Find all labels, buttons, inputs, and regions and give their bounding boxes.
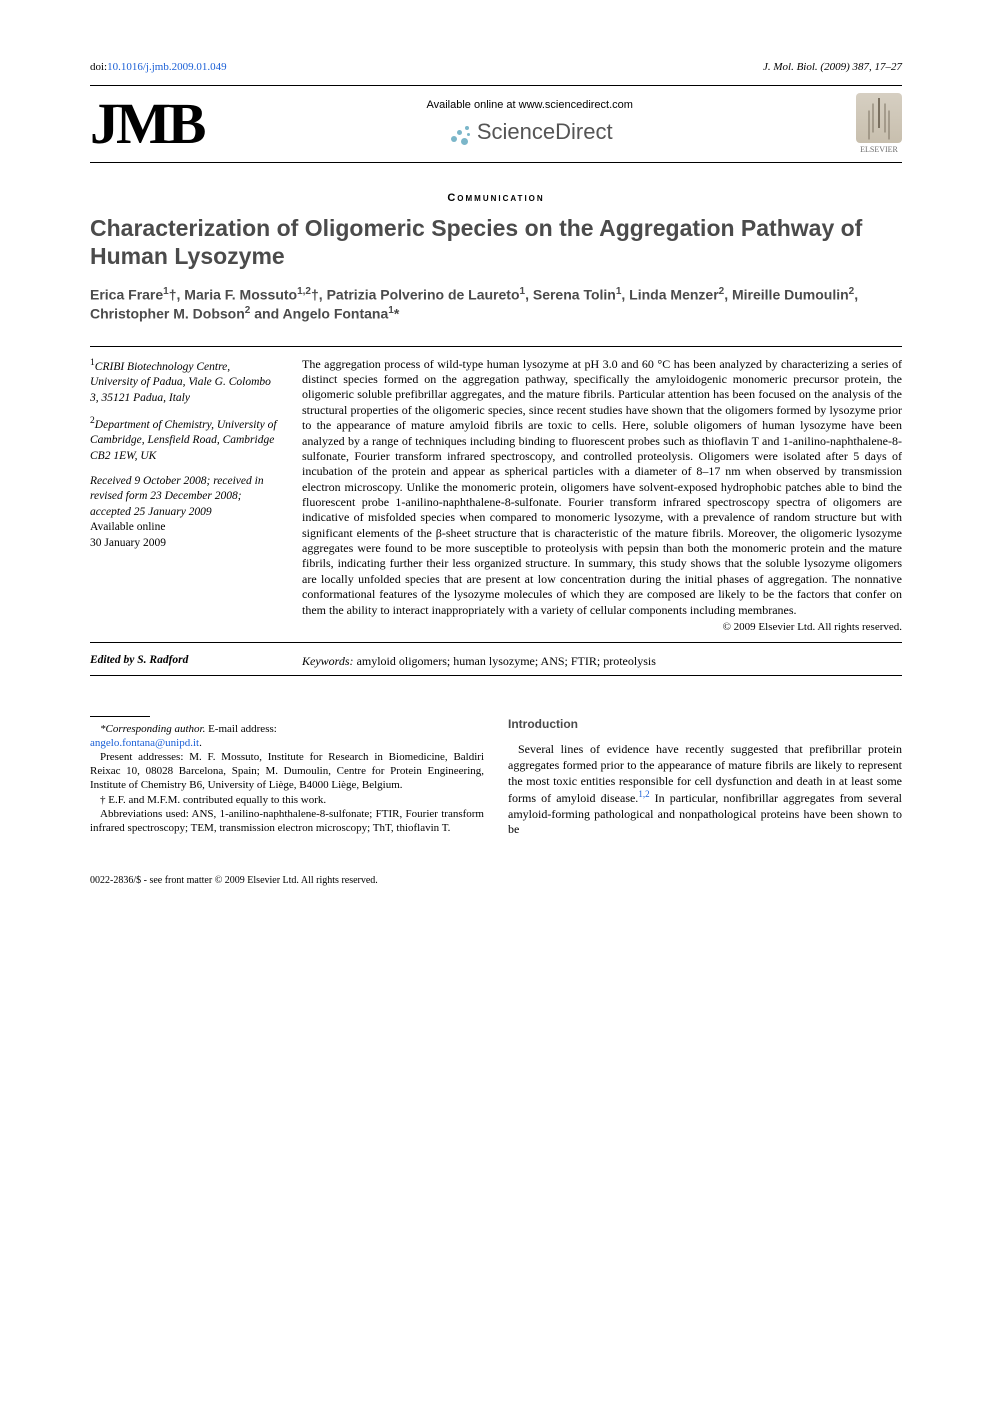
affiliation-2: 2Department of Chemistry, University of … [90, 415, 280, 464]
doi-link[interactable]: 10.1016/j.jmb.2009.01.049 [107, 61, 226, 73]
meta-column: 1CRIBI Biotechnology Centre, University … [90, 357, 280, 634]
author-list: Erica Frare1†, Maria F. Mossuto1,2†, Pat… [90, 285, 902, 324]
masthead-center: Available online at www.sciencedirect.co… [426, 98, 632, 151]
jmb-logo: JMB [90, 95, 203, 153]
corr-email-link[interactable]: angelo.fontana@unipd.it [90, 737, 199, 749]
introduction-heading: Introduction [508, 716, 902, 732]
available-online-label: Available online [90, 521, 165, 533]
keywords-row: Edited by S. Radford Keywords: amyloid o… [90, 647, 902, 676]
corresponding-author-footnote: *Corresponding author. E-mail address: a… [90, 722, 484, 750]
keywords-text: amyloid oligomers; human lysozyme; ANS; … [357, 654, 656, 668]
edited-by: Edited by S. Radford [90, 653, 280, 669]
keywords-block: Keywords: amyloid oligomers; human lysoz… [302, 653, 902, 669]
available-online-text: Available online at www.sciencedirect.co… [426, 98, 632, 113]
corr-text: E-mail address: [205, 723, 276, 735]
section-label: Communication [90, 191, 902, 206]
elsevier-logo-block: ELSEVIER [856, 93, 902, 156]
right-column: Introduction Several lines of evidence h… [508, 716, 902, 838]
abstract-column: The aggregation process of wild-type hum… [302, 357, 902, 634]
corr-label: *Corresponding author. [100, 723, 205, 735]
masthead-top-rule [90, 85, 902, 86]
present-addresses-footnote: Present addresses: M. F. Mossuto, Instit… [90, 750, 484, 792]
abstract-text: The aggregation process of wild-type hum… [302, 357, 902, 618]
left-column: *Corresponding author. E-mail address: a… [90, 716, 484, 838]
masthead: JMB Available online at www.sciencedirec… [90, 89, 902, 163]
sciencedirect-dots-icon [447, 124, 473, 146]
history-dates: Received 9 October 2008; received in rev… [90, 475, 264, 518]
doi-prefix: doi: [90, 61, 107, 73]
body-columns: *Corresponding author. E-mail address: a… [90, 716, 902, 838]
footnotes: *Corresponding author. E-mail address: a… [90, 722, 484, 835]
affiliation-1: 1CRIBI Biotechnology Centre, University … [90, 357, 280, 406]
doi-block: doi:10.1016/j.jmb.2009.01.049 [90, 60, 227, 75]
elsevier-tree-icon [856, 93, 902, 143]
ref-link-1-2[interactable]: 1,2 [638, 789, 649, 799]
sciencedirect-text: ScienceDirect [477, 117, 613, 147]
available-online-date: 30 January 2009 [90, 537, 166, 549]
footnote-rule [90, 716, 150, 717]
abbreviations-footnote: Abbreviations used: ANS, 1-anilino-napht… [90, 807, 484, 835]
meta-abstract-block: 1CRIBI Biotechnology Centre, University … [90, 346, 902, 643]
article-history: Received 9 October 2008; received in rev… [90, 474, 280, 552]
keywords-label: Keywords: [302, 654, 354, 668]
equal-contribution-footnote: † E.F. and M.F.M. contributed equally to… [90, 793, 484, 807]
front-matter-line: 0022-2836/$ - see front matter © 2009 El… [90, 874, 902, 888]
copyright-line: © 2009 Elsevier Ltd. All rights reserved… [302, 620, 902, 634]
top-meta: doi:10.1016/j.jmb.2009.01.049 J. Mol. Bi… [90, 60, 902, 75]
sciencedirect-logo: ScienceDirect [447, 117, 613, 147]
elsevier-text: ELSEVIER [856, 145, 902, 156]
introduction-paragraph: Several lines of evidence have recently … [508, 742, 902, 838]
article-title: Characterization of Oligomeric Species o… [90, 215, 902, 270]
journal-reference: J. Mol. Biol. (2009) 387, 17–27 [763, 60, 902, 75]
